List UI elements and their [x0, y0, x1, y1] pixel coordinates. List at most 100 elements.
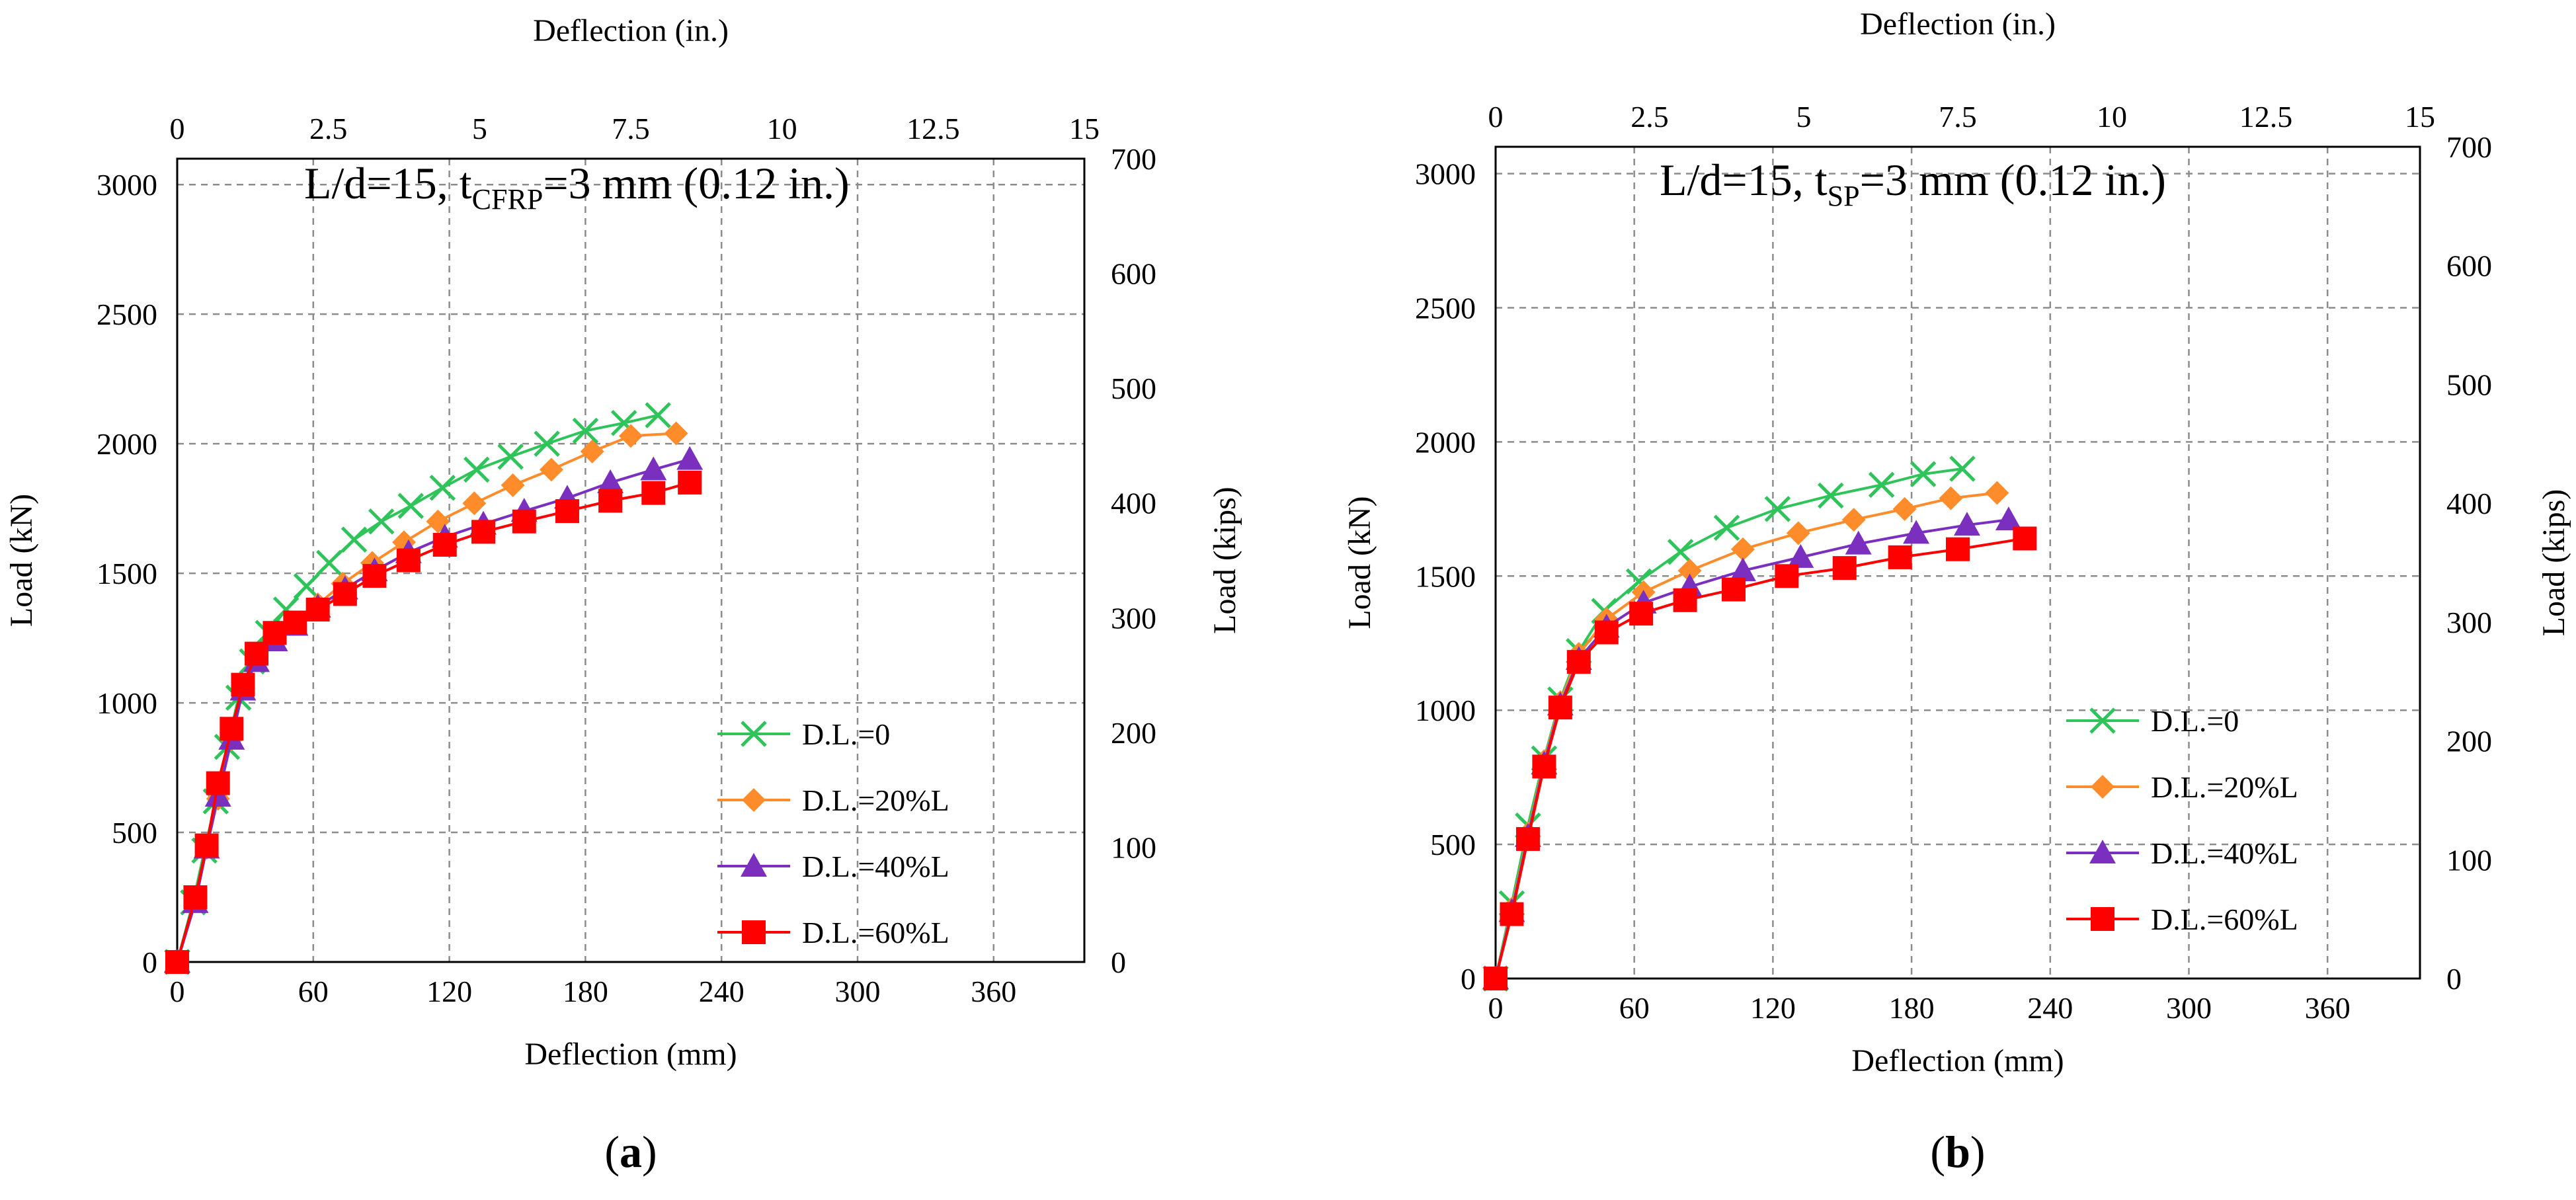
data-point — [1818, 482, 1844, 509]
legend-label: D.L.=40%L — [2151, 836, 2298, 870]
data-point — [1939, 486, 1963, 510]
data-point — [1868, 471, 1895, 499]
data-point — [283, 610, 307, 635]
y2-tick-label: 300 — [1111, 601, 1156, 635]
data-point — [1985, 481, 2009, 505]
y-tick-label: 1000 — [97, 686, 157, 720]
legend: D.L.=0 D.L.=20%L D.L.=40%L D.L.=60%L — [2066, 704, 2298, 936]
chart-panel-b: 0 60 120 180 240 300 3600500100015002000250030… — [1342, 7, 2571, 1177]
data-point — [1764, 496, 1791, 522]
data-point — [1903, 520, 1930, 544]
y2-axis-title: Load (kips) — [2536, 489, 2571, 637]
y2-tick-label: 400 — [1111, 487, 1156, 520]
panel-label-close: ) — [1970, 1127, 1986, 1177]
x-axis-title: Deflection (mm) — [524, 1037, 737, 1072]
y2-axis-title: Load (kips) — [1207, 487, 1242, 634]
x2-axis-title: Deflection (in.) — [533, 13, 729, 48]
y-tick-label: 3000 — [1415, 157, 1476, 191]
data-point — [1949, 456, 1976, 482]
x2-tick-label: 7.5 — [1939, 100, 1977, 134]
x-tick-label: 240 — [699, 975, 745, 1008]
chart-title-subscript: CFRP — [472, 183, 543, 216]
y-axis-title: Load (kN) — [1342, 496, 1377, 629]
data-point — [1730, 537, 1755, 561]
data-point — [1629, 602, 1654, 626]
x2-tick-label: 15 — [2405, 100, 2435, 134]
legend-marker — [741, 721, 767, 747]
y-tick-label: 2500 — [97, 298, 157, 331]
x-tick-label: 360 — [2305, 991, 2351, 1025]
chart-title-prefix: L/d=15, t — [1660, 155, 1828, 205]
x2-tick-label: 2.5 — [309, 112, 348, 145]
y-tick-label: 1500 — [97, 557, 157, 590]
panel-label: (b) — [1930, 1127, 1985, 1177]
data-point — [362, 564, 387, 588]
data-point — [1721, 577, 1746, 602]
panel-label-close: ) — [642, 1127, 657, 1177]
data-point — [1953, 512, 1980, 536]
x2-tick-label: 2.5 — [1630, 100, 1669, 134]
data-point — [341, 526, 368, 553]
x-tick-label: 60 — [298, 975, 329, 1008]
data-point — [645, 402, 671, 428]
y-tick-label: 0 — [1461, 962, 1476, 996]
x2-tick-label: 0 — [1488, 100, 1504, 134]
x-tick-label: 180 — [1889, 991, 1935, 1025]
x2-tick-label: 0 — [170, 112, 185, 145]
data-point — [368, 508, 395, 535]
data-point — [1787, 543, 1814, 568]
data-point — [619, 424, 643, 448]
y-tick-label: 2000 — [97, 427, 157, 461]
data-point — [580, 439, 604, 463]
data-point — [1484, 967, 1508, 990]
y-tick-label: 2000 — [1415, 425, 1476, 459]
y-tick-label: 500 — [1430, 828, 1476, 861]
data-point — [678, 470, 702, 495]
x-tick-label: 0 — [170, 975, 185, 1008]
data-point — [597, 469, 624, 493]
data-point — [664, 421, 688, 446]
data-point — [1532, 754, 1556, 779]
data-point — [1500, 902, 1524, 926]
data-point — [640, 456, 667, 481]
legend-marker — [742, 920, 766, 944]
panel-label-letter: b — [1945, 1127, 1970, 1177]
data-point — [262, 621, 287, 645]
chart-title-subscript: SP — [1828, 180, 1860, 212]
data-point — [676, 446, 704, 470]
data-point — [231, 672, 255, 697]
y2-tick-label: 500 — [1111, 372, 1156, 405]
series-square — [1484, 526, 2037, 990]
data-point — [1667, 539, 1694, 565]
data-point — [1673, 588, 1697, 612]
data-point — [1594, 620, 1619, 645]
data-point — [432, 532, 457, 557]
data-point — [572, 417, 599, 444]
data-point — [2013, 526, 2037, 551]
legend: D.L.=0 D.L.=20%L D.L.=40%L D.L.=60%L — [717, 717, 949, 949]
plot-frame — [1494, 145, 2421, 980]
x2-tick-label: 5 — [1796, 100, 1812, 134]
legend-marker — [2089, 840, 2116, 863]
legend-label: D.L.=0 — [802, 717, 890, 751]
y-tick-label: 1000 — [1415, 694, 1476, 727]
x2-tick-label: 10 — [767, 112, 797, 145]
data-point — [220, 717, 244, 741]
x-tick-label: 240 — [2027, 991, 2073, 1025]
legend-label: D.L.=0 — [2151, 704, 2239, 738]
x2-tick-label: 15 — [1069, 112, 1100, 145]
chart-panel-a: 0 60 120 180 240 300 3600500100015002000250030… — [4, 13, 1242, 1177]
data-point — [183, 885, 208, 910]
data-point — [194, 833, 219, 858]
legend-marker — [2091, 907, 2114, 931]
x-tick-label: 0 — [1488, 991, 1504, 1025]
y2-tick-label: 100 — [1111, 830, 1156, 864]
data-point — [1775, 564, 1799, 588]
legend-label: D.L.=40%L — [802, 850, 949, 883]
y2-tick-label: 700 — [2446, 130, 2492, 164]
data-point — [539, 458, 563, 482]
chart-title-prefix: L/d=15, t — [304, 158, 472, 208]
x2-axis-title: Deflection (in.) — [1860, 7, 2056, 42]
data-point — [1515, 826, 1540, 851]
data-point — [397, 493, 424, 519]
